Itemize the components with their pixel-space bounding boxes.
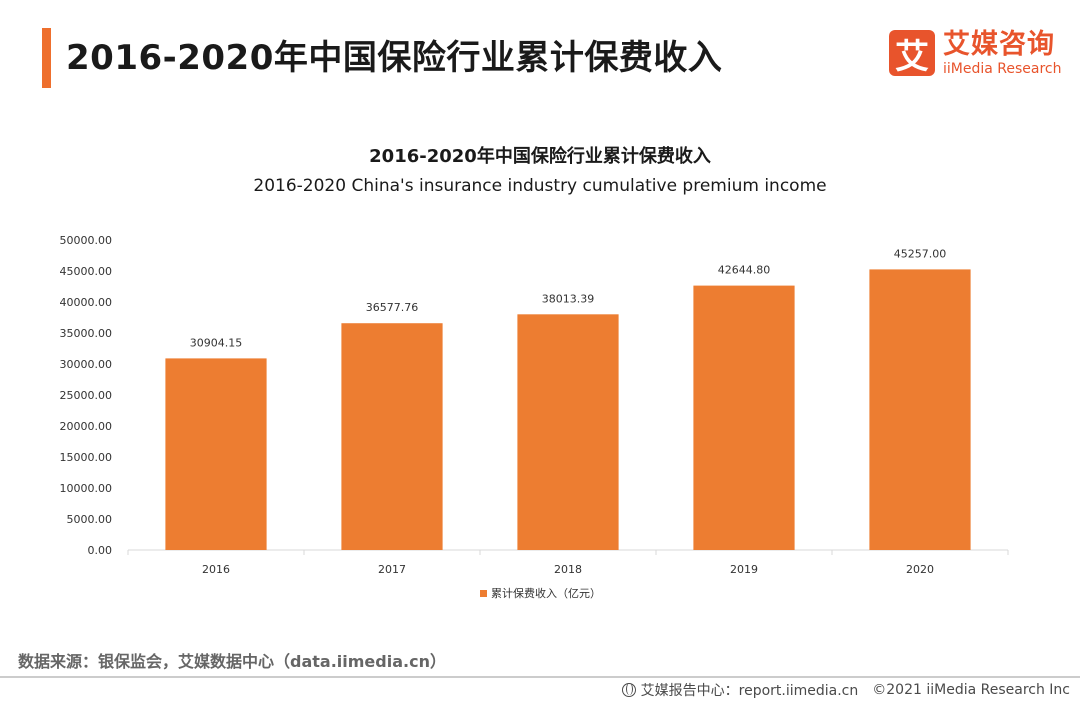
copyright: ©2021 iiMedia Research Inc — [872, 682, 1070, 698]
logo-en-text: iiMedia Research — [943, 60, 1062, 77]
report-center-link[interactable]: 艾媒报告中心：report.iimedia.cn — [640, 683, 859, 699]
logo-mark-icon: 艾 — [889, 30, 935, 77]
y-tick-label: 10000.00 — [60, 482, 113, 495]
data-label: 36577.76 — [366, 301, 419, 314]
y-tick-label: 20000.00 — [60, 420, 113, 433]
x-tick-label: 2016 — [202, 563, 230, 576]
y-tick-label: 5000.00 — [67, 513, 113, 526]
y-tick-label: 50000.00 — [60, 234, 113, 247]
y-tick-label: 30000.00 — [60, 358, 113, 371]
y-tick-label: 15000.00 — [60, 451, 113, 464]
x-tick-label: 2020 — [906, 563, 934, 576]
bar — [869, 269, 971, 550]
bar — [341, 323, 443, 550]
y-tick-label: 40000.00 — [60, 296, 113, 309]
chart-subtitle: 2016-2020 China's insurance industry cum… — [253, 176, 827, 196]
y-tick-label: 35000.00 — [60, 327, 113, 340]
x-tick-label: 2017 — [378, 563, 406, 576]
bar — [517, 314, 619, 550]
y-tick-label: 45000.00 — [60, 265, 113, 278]
legend-swatch — [480, 590, 487, 597]
footer: 艾媒报告中心：report.iimedia.cn ©2021 iiMedia R… — [621, 680, 1070, 700]
logo-cn-text: 艾媒咨询 — [943, 28, 1055, 60]
globe-icon — [621, 683, 636, 697]
data-label: 38013.39 — [542, 292, 595, 305]
bar — [693, 285, 795, 550]
iimedia-logo: 艾 艾媒咨询 iiMedia Research — [889, 30, 1062, 77]
x-tick-label: 2019 — [730, 563, 758, 576]
legend-label: 累计保费收入（亿元） — [491, 586, 601, 600]
data-source: 数据来源：银保监会，艾媒数据中心（data.iimedia.cn） — [18, 652, 446, 671]
data-label: 30904.15 — [190, 336, 243, 349]
title-accent-bar — [42, 28, 51, 88]
chart-title: 2016-2020年中国保险行业累计保费收入 — [369, 146, 711, 167]
data-label: 45257.00 — [894, 247, 947, 260]
bar-chart: 0.00 5000.00 10000.00 15000.00 20000.00 25000… — [60, 234, 1009, 600]
data-label: 42644.80 — [718, 264, 771, 277]
x-tick-label: 2018 — [554, 563, 582, 576]
y-tick-label: 25000.00 — [60, 389, 113, 402]
y-tick-label: 0.00 — [88, 544, 113, 557]
page-title: 2016-2020年中国保险行业累计保费收入 — [66, 38, 723, 78]
footer-divider — [0, 676, 1080, 678]
logo-text: 艾媒咨询 iiMedia Research — [943, 31, 1062, 76]
bar — [165, 358, 267, 550]
